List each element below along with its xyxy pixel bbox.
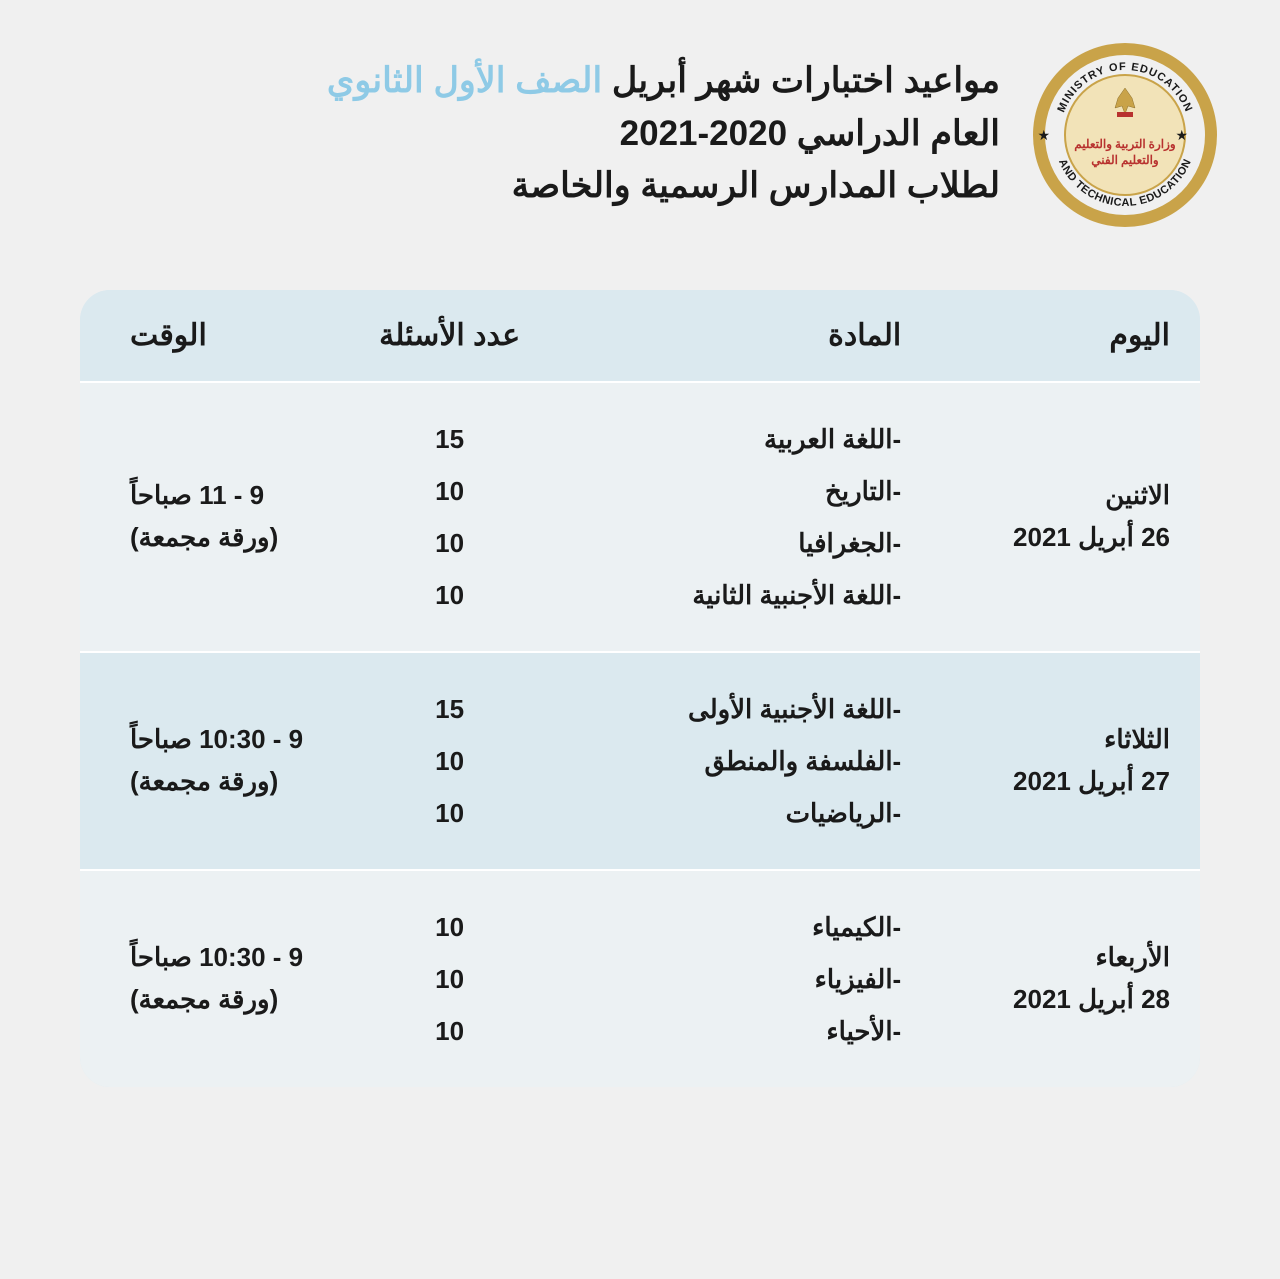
time-line: 9 - 10:30 صباحاً xyxy=(130,719,319,761)
subject-item: -اللغة الأجنبية الثانية xyxy=(580,569,901,621)
count-item: 10 xyxy=(379,953,521,1005)
count-item: 10 xyxy=(379,569,521,621)
ministry-logo: وزارة التربية والتعليم والتعليم الفني MI… xyxy=(1030,40,1220,230)
count-item: 10 xyxy=(379,1005,521,1057)
title-line-2: العام الدراسي 2020-2021 xyxy=(327,108,1000,161)
day-name: الأربعاء xyxy=(961,937,1170,979)
cell-day: الأربعاء 28 أبريل 2021 xyxy=(931,870,1200,1087)
table-row: الاثنين 26 أبريل 2021 -اللغة العربية -ال… xyxy=(80,382,1200,652)
subject-item: -الكيمياء xyxy=(580,901,901,953)
cell-counts: 10 10 10 xyxy=(349,870,551,1087)
cell-counts: 15 10 10 10 xyxy=(349,382,551,652)
svg-text:★: ★ xyxy=(1175,127,1188,143)
time-note: (ورقة مجمعة) xyxy=(130,761,319,803)
title-prefix: مواعيد اختبارات شهر أبريل xyxy=(602,61,1000,100)
cell-subjects: -اللغة الأجنبية الأولى -الفلسفة والمنطق … xyxy=(550,652,931,870)
table-row: الثلاثاء 27 أبريل 2021 -اللغة الأجنبية ا… xyxy=(80,652,1200,870)
header: وزارة التربية والتعليم والتعليم الفني MI… xyxy=(60,40,1220,230)
cell-counts: 15 10 10 xyxy=(349,652,551,870)
schedule-table: اليوم المادة عدد الأسئلة الوقت الاثنين 2… xyxy=(80,290,1200,1087)
subject-item: -التاريخ xyxy=(580,465,901,517)
day-name: الثلاثاء xyxy=(961,719,1170,761)
col-questions: عدد الأسئلة xyxy=(349,290,551,382)
day-date: 26 أبريل 2021 xyxy=(961,517,1170,559)
cell-time: 9 - 11 صباحاً (ورقة مجمعة) xyxy=(80,382,349,652)
cell-day: الثلاثاء 27 أبريل 2021 xyxy=(931,652,1200,870)
day-date: 28 أبريل 2021 xyxy=(961,979,1170,1021)
cell-subjects: -اللغة العربية -التاريخ -الجغرافيا -اللغ… xyxy=(550,382,931,652)
table-header-row: اليوم المادة عدد الأسئلة الوقت xyxy=(80,290,1200,382)
subject-item: -الفيزياء xyxy=(580,953,901,1005)
col-time: الوقت xyxy=(80,290,349,382)
time-note: (ورقة مجمعة) xyxy=(130,517,319,559)
count-item: 15 xyxy=(379,413,521,465)
cell-time: 9 - 10:30 صباحاً (ورقة مجمعة) xyxy=(80,870,349,1087)
title-highlight: الصف الأول الثانوي xyxy=(327,61,602,100)
title-line-3: لطلاب المدارس الرسمية والخاصة xyxy=(327,160,1000,213)
subject-item: -الرياضيات xyxy=(580,787,901,839)
time-line: 9 - 11 صباحاً xyxy=(130,475,319,517)
day-date: 27 أبريل 2021 xyxy=(961,761,1170,803)
subject-item: -الأحياء xyxy=(580,1005,901,1057)
cell-time: 9 - 10:30 صباحاً (ورقة مجمعة) xyxy=(80,652,349,870)
svg-text:والتعليم الفني: والتعليم الفني xyxy=(1091,153,1159,168)
subject-item: -اللغة الأجنبية الأولى xyxy=(580,683,901,735)
svg-text:وزارة التربية والتعليم: وزارة التربية والتعليم xyxy=(1074,137,1176,152)
table-row: الأربعاء 28 أبريل 2021 -الكيمياء -الفيزي… xyxy=(80,870,1200,1087)
subject-item: -الجغرافيا xyxy=(580,517,901,569)
title-line-1: مواعيد اختبارات شهر أبريل الصف الأول الث… xyxy=(327,55,1000,108)
cell-subjects: -الكيمياء -الفيزياء -الأحياء xyxy=(550,870,931,1087)
svg-text:★: ★ xyxy=(1037,127,1050,143)
title-block: مواعيد اختبارات شهر أبريل الصف الأول الث… xyxy=(327,40,1000,213)
time-note: (ورقة مجمعة) xyxy=(130,979,319,1021)
subject-item: -الفلسفة والمنطق xyxy=(580,735,901,787)
cell-day: الاثنين 26 أبريل 2021 xyxy=(931,382,1200,652)
time-line: 9 - 10:30 صباحاً xyxy=(130,937,319,979)
subject-item: -اللغة العربية xyxy=(580,413,901,465)
day-name: الاثنين xyxy=(961,475,1170,517)
count-item: 15 xyxy=(379,683,521,735)
count-item: 10 xyxy=(379,735,521,787)
count-item: 10 xyxy=(379,787,521,839)
col-day: اليوم xyxy=(931,290,1200,382)
count-item: 10 xyxy=(379,901,521,953)
count-item: 10 xyxy=(379,465,521,517)
count-item: 10 xyxy=(379,517,521,569)
col-subject: المادة xyxy=(550,290,931,382)
